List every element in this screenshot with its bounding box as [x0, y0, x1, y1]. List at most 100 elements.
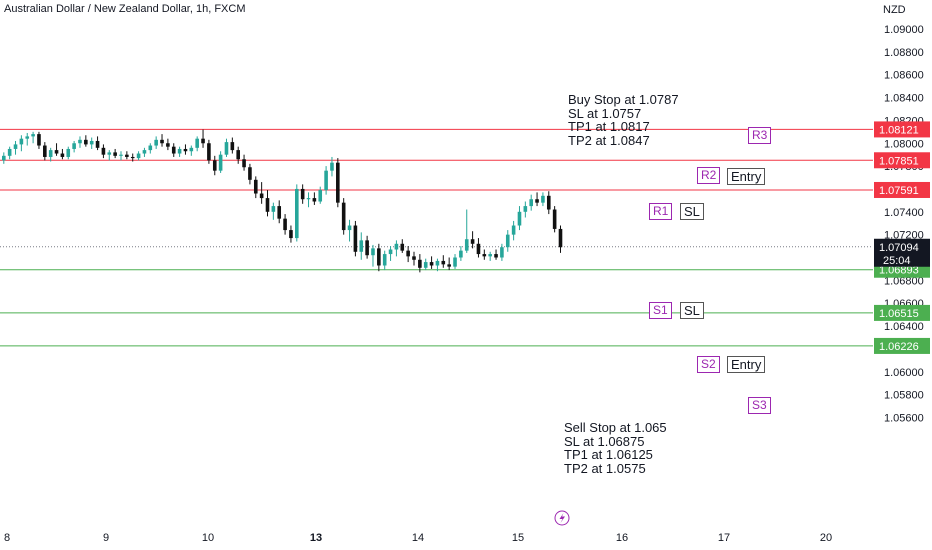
candle-body: [382, 254, 387, 266]
candle: [529, 194, 533, 211]
level-badge-label: 1.07851: [879, 155, 919, 167]
candle-body: [546, 195, 551, 210]
candle: [318, 186, 323, 204]
candle-body: [142, 150, 147, 154]
candle-body: [482, 254, 487, 257]
candle: [470, 231, 475, 249]
candle: [324, 166, 328, 195]
candle-body: [160, 139, 164, 144]
candle-body: [523, 206, 528, 212]
candle: [377, 243, 381, 272]
s2-tag[interactable]: S2: [697, 356, 720, 373]
candle-body: [136, 153, 141, 159]
candle: [418, 254, 422, 273]
x-tick-label: 8: [4, 532, 10, 544]
level-lines: [0, 128, 873, 347]
x-tick-label: 20: [820, 532, 832, 544]
candle: [37, 131, 41, 149]
r2-entry-tag[interactable]: Entry: [727, 168, 766, 185]
candle-body: [78, 139, 82, 144]
candle: [154, 136, 158, 149]
level-badge-r1: [874, 181, 930, 198]
r3-tag[interactable]: R3: [748, 127, 772, 144]
r1-tag[interactable]: R1: [649, 203, 673, 220]
y-tick-label: 1.07200: [884, 230, 924, 242]
s1-tag[interactable]: S1: [649, 302, 672, 319]
y-tick-label: 1.08600: [884, 70, 924, 82]
candle-body: [265, 198, 270, 212]
candle: [248, 163, 252, 185]
candle: [388, 246, 393, 261]
level-badge-label: 1.06515: [879, 308, 919, 320]
candle-body: [89, 140, 94, 145]
candle: [394, 240, 399, 257]
candle-body: [271, 206, 276, 212]
x-tick-label: 14: [412, 532, 424, 544]
candle: [541, 192, 545, 207]
candle: [412, 251, 416, 266]
candle-body: [511, 225, 516, 235]
candle: [259, 182, 264, 204]
candle: [347, 219, 352, 242]
candle: [552, 206, 557, 233]
candle: [517, 206, 522, 231]
candle-body: [406, 250, 410, 257]
candle-body: [558, 228, 563, 248]
candle: [95, 136, 100, 151]
candle-body: [31, 134, 35, 137]
y-tick-label: 1.09000: [884, 24, 924, 36]
candle-body: [529, 199, 533, 207]
s3-tag[interactable]: S3: [748, 397, 771, 414]
candle-body: [441, 260, 446, 265]
r2-tag[interactable]: R2: [697, 167, 721, 184]
candle: [546, 191, 551, 215]
candle-body: [224, 142, 229, 155]
candle-body: [183, 148, 188, 152]
s1-sl-tag[interactable]: SL: [680, 302, 704, 319]
candle-body: [130, 156, 135, 159]
candle: [306, 192, 311, 208]
candle: [289, 225, 293, 243]
candle: [535, 192, 539, 207]
candle-body: [423, 262, 428, 268]
candle: [13, 140, 18, 155]
candle-body: [43, 145, 47, 157]
candle-body: [400, 243, 405, 251]
candle: [207, 139, 211, 164]
candle: [166, 138, 170, 151]
r1-sl-tag[interactable]: SL: [680, 203, 704, 220]
candle-body: [312, 198, 317, 202]
candle-body: [107, 152, 112, 155]
candle-body: [394, 243, 399, 250]
y-tick-label: 1.06800: [884, 275, 924, 287]
candle-body: [125, 154, 129, 157]
candle-body: [19, 138, 24, 145]
candle-body: [148, 145, 153, 151]
candle: [482, 249, 487, 260]
candles: [2, 129, 563, 273]
candle: [136, 151, 141, 161]
x-tick-label: 9: [103, 532, 109, 544]
candle: [359, 232, 364, 260]
candle: [201, 129, 205, 148]
y-tick-label: 1.06000: [884, 367, 924, 379]
candle-body: [505, 234, 510, 248]
candle: [406, 246, 410, 263]
candle: [476, 238, 481, 258]
candle: [253, 176, 258, 199]
candle-body: [336, 162, 340, 203]
candle: [441, 255, 446, 268]
candle: [7, 146, 12, 160]
y-tick-label: 1.08800: [884, 47, 924, 59]
candle: [113, 148, 117, 159]
candle-body: [201, 138, 205, 144]
candle-body: [459, 250, 463, 258]
candle-body: [212, 160, 217, 171]
candle-body: [283, 218, 287, 231]
candle-body: [259, 193, 264, 199]
candle-body: [119, 154, 123, 156]
candle: [447, 257, 451, 271]
s2-entry-tag[interactable]: Entry: [727, 356, 766, 373]
candle: [505, 230, 510, 252]
